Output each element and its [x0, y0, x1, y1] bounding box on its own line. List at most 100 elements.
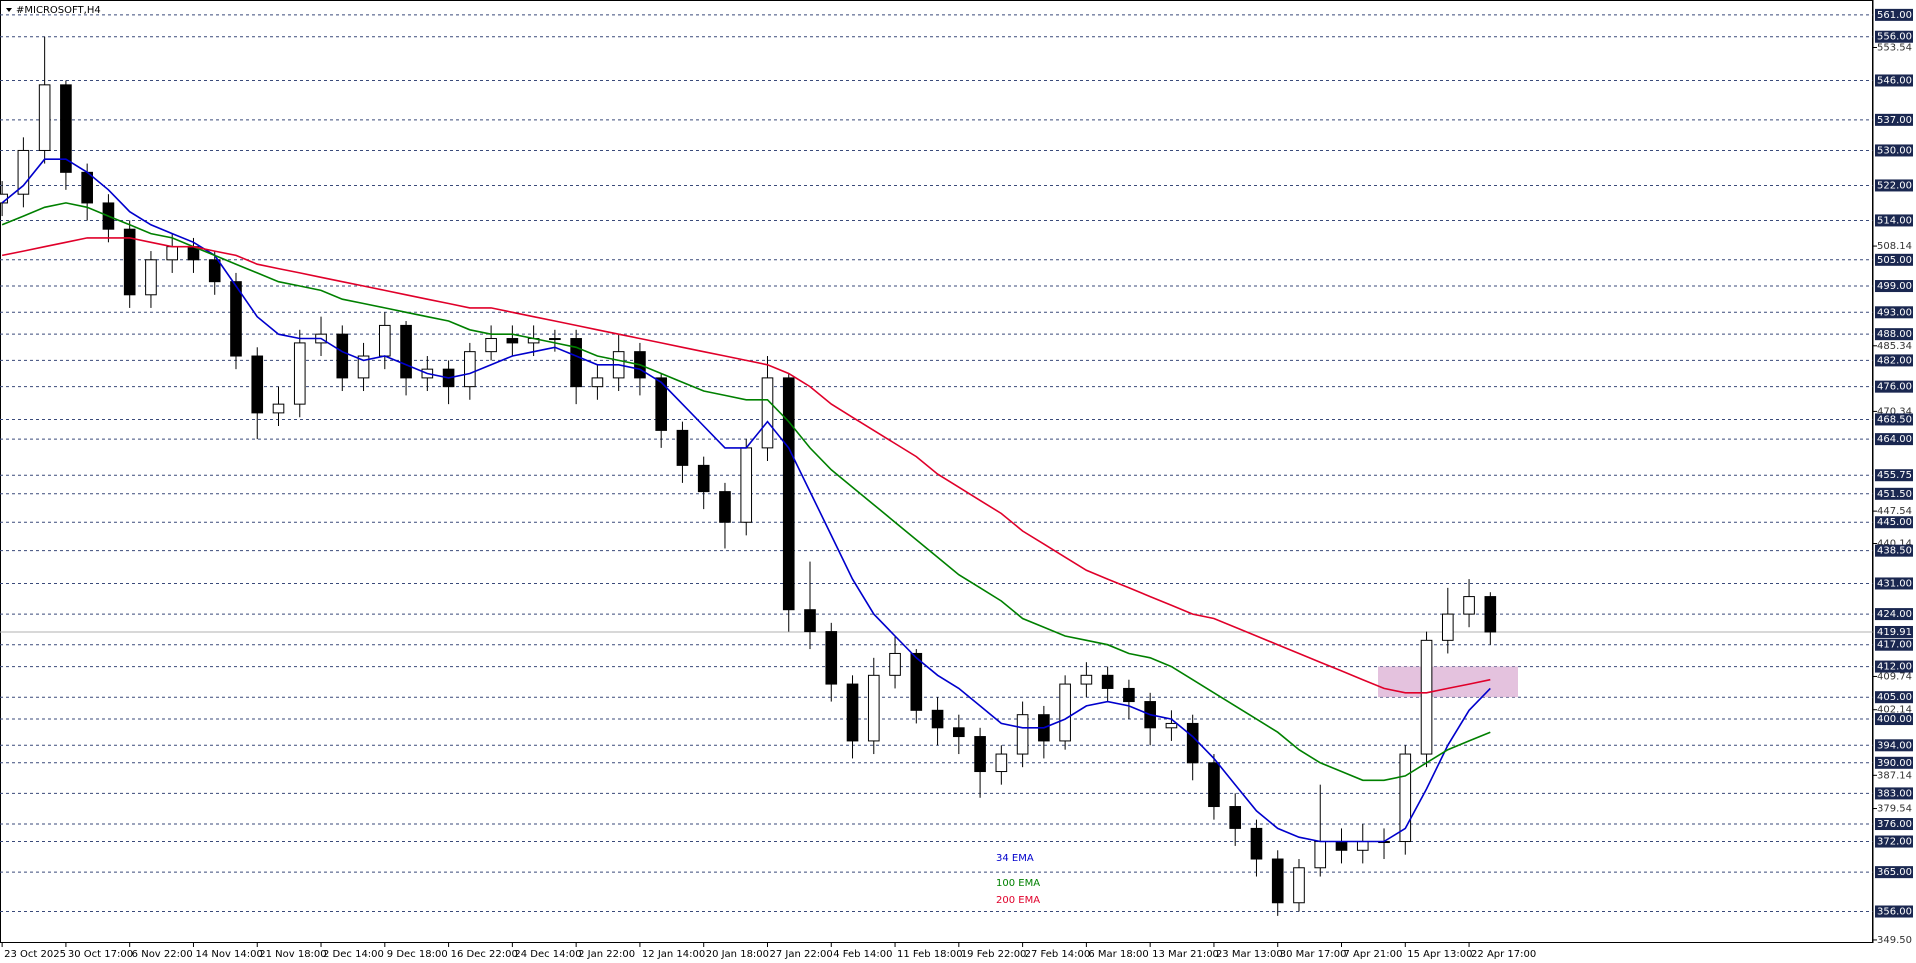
- candle-body: [1293, 867, 1305, 904]
- ema-line: [1, 158, 1491, 843]
- level-box: [1875, 214, 1913, 227]
- level-box: [1875, 487, 1913, 500]
- y-tick-label: 349.50: [1877, 935, 1912, 946]
- candle-body: [1271, 858, 1284, 904]
- candle-body: [485, 338, 497, 353]
- y-tick-label: 379.54: [1877, 804, 1912, 815]
- x-tick-label: 24 Dec 14:00: [514, 949, 581, 960]
- candle-body: [357, 355, 370, 379]
- level-label: 476.00: [1877, 382, 1912, 393]
- candle-body: [846, 683, 859, 742]
- level-box: [1875, 866, 1913, 879]
- level-label: 468.50: [1877, 414, 1912, 425]
- y-tick-label: 402.14: [1877, 705, 1912, 716]
- candle-body: [81, 171, 93, 204]
- x-tick-label: 30 Oct 17:00: [68, 949, 133, 960]
- level-label: 530.00: [1877, 145, 1912, 156]
- level-label: 372.00: [1877, 837, 1912, 848]
- level-label: 394.00: [1877, 740, 1912, 751]
- candle-body: [910, 652, 923, 711]
- level-label: 546.00: [1877, 75, 1912, 86]
- candle-body: [293, 342, 306, 405]
- level-label: 556.00: [1877, 32, 1912, 43]
- y-tick-label: 387.14: [1877, 770, 1912, 781]
- level-box: [1875, 713, 1913, 726]
- level-box: [1875, 144, 1913, 157]
- x-tick-label: 22 Apr 17:00: [1471, 949, 1536, 960]
- candle-body: [1463, 596, 1475, 615]
- level-box: [1875, 306, 1913, 319]
- level-box: [1875, 433, 1913, 446]
- y-tick-label: 553.54: [1877, 42, 1912, 53]
- x-tick-label: 9 Dec 18:00: [387, 949, 448, 960]
- x-tick-label: 23 Oct 2025: [4, 949, 66, 960]
- candle-body: [889, 652, 901, 676]
- x-tick-label: 30 Mar 17:00: [1280, 949, 1347, 960]
- price-zone: [1378, 666, 1518, 698]
- level-label: 451.50: [1877, 489, 1912, 500]
- level-label: 537.00: [1877, 115, 1912, 126]
- y-tick-label: 447.54: [1877, 506, 1912, 517]
- legend-label: 200 EMA: [996, 895, 1040, 906]
- x-tick-label: 19 Feb 22:00: [961, 949, 1027, 960]
- candle-body: [230, 281, 242, 357]
- level-label: 365.00: [1877, 867, 1912, 878]
- x-tick-label: 27 Feb 14:00: [1025, 949, 1091, 960]
- legend-label: 34 EMA: [996, 853, 1034, 864]
- menu-arrow[interactable]: [6, 8, 12, 12]
- level-box: [1875, 113, 1913, 126]
- level-box: [1875, 756, 1913, 769]
- level-label: 438.50: [1877, 546, 1912, 557]
- candle-body: [60, 84, 72, 173]
- level-box: [1875, 787, 1913, 800]
- candle-body: [953, 727, 965, 738]
- candle-body: [1208, 762, 1220, 808]
- candle-body: [1399, 753, 1412, 843]
- x-tick-label: 7 Apr 21:00: [1344, 949, 1403, 960]
- candle-body: [145, 259, 157, 296]
- level-label: 412.00: [1877, 662, 1912, 673]
- level-label: 445.00: [1877, 517, 1912, 528]
- level-label: 505.00: [1877, 255, 1912, 266]
- candle-body: [867, 674, 880, 742]
- level-label: 431.00: [1877, 578, 1912, 589]
- candle-body: [825, 631, 838, 685]
- y-tick-label: 470.34: [1877, 406, 1912, 417]
- level-box: [1875, 8, 1913, 21]
- y-tick-label: 440.14: [1877, 538, 1912, 549]
- level-label: 455.75: [1877, 470, 1912, 481]
- level-box: [1875, 380, 1913, 393]
- y-tick-label: 485.34: [1877, 341, 1912, 352]
- candle-body: [251, 355, 264, 414]
- candle-body: [17, 149, 30, 195]
- level-label: 376.00: [1877, 819, 1912, 830]
- legend-label: 100 EMA: [996, 878, 1040, 889]
- level-box: [1875, 413, 1913, 426]
- x-tick-label: 4 Feb 14:00: [833, 949, 892, 960]
- x-tick-label: 2 Dec 14:00: [323, 949, 384, 960]
- level-box: [1875, 638, 1913, 651]
- level-box: [1875, 253, 1913, 266]
- candle-body: [1356, 841, 1369, 851]
- candle-body: [549, 338, 561, 341]
- level-box: [1875, 354, 1913, 367]
- candle-body: [1186, 722, 1199, 764]
- level-box: [1875, 739, 1913, 752]
- candle-body: [123, 228, 136, 296]
- candle-body: [761, 377, 774, 449]
- y-tick-label: 508.14: [1877, 241, 1912, 252]
- candle-body: [1101, 674, 1114, 689]
- level-box: [1875, 280, 1913, 293]
- level-label: 493.00: [1877, 307, 1912, 318]
- candle-body: [782, 377, 795, 611]
- current-price-box: [1875, 625, 1913, 638]
- candle-body: [1229, 806, 1242, 829]
- level-label: 383.00: [1877, 788, 1912, 799]
- level-box: [1875, 905, 1913, 918]
- level-box: [1875, 577, 1913, 590]
- candle-body: [336, 333, 349, 379]
- candle-body: [995, 753, 1008, 773]
- level-box: [1875, 818, 1913, 831]
- x-tick-label: 20 Jan 18:00: [706, 949, 769, 960]
- candle-body: [1123, 687, 1135, 703]
